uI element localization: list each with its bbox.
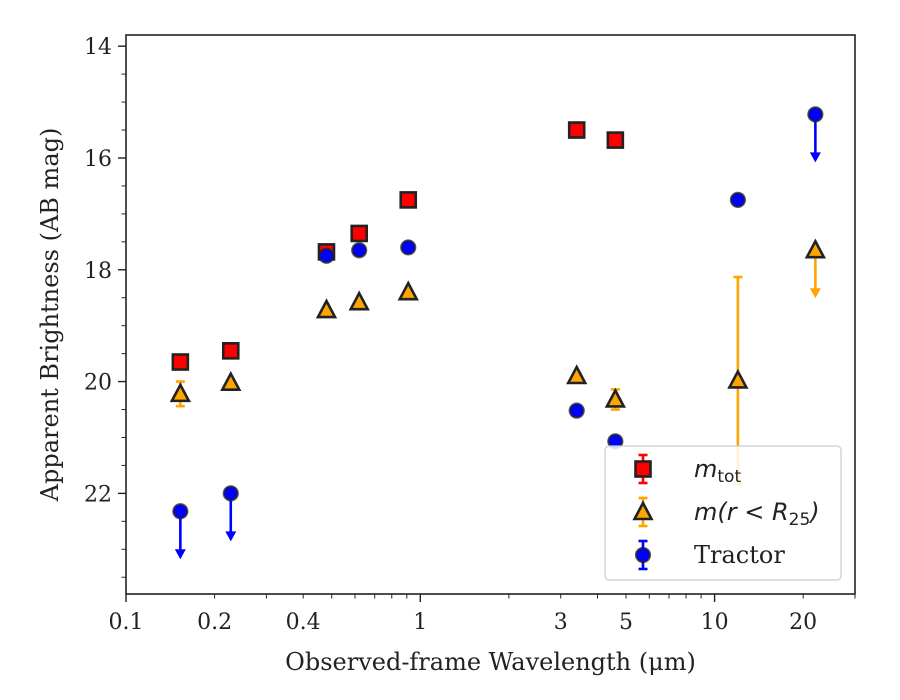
y-tick-label: 20 <box>84 371 112 396</box>
x-tick-label: 3 <box>554 610 568 635</box>
plot-frame <box>125 34 856 595</box>
tractor-point <box>351 242 368 259</box>
m-r-r25-point <box>566 364 588 385</box>
x-tick-label: 0.1 <box>109 610 144 635</box>
legend-box <box>604 445 842 581</box>
y-tick-label: 22 <box>84 482 112 507</box>
tractor-upper-limit-arrow-head <box>174 549 186 560</box>
legend-tractor-marker <box>634 546 652 564</box>
tractor-upper-limit-arrow-head <box>809 152 821 163</box>
x-tick-label: 20 <box>789 610 817 635</box>
tractor-point <box>318 247 335 264</box>
x-tick-label: 0.2 <box>197 610 232 635</box>
x-tick-label: 0.4 <box>286 610 321 635</box>
legend-m-tot-marker <box>634 460 652 478</box>
y-tick-label: 18 <box>84 259 112 284</box>
m-tot-point <box>606 131 625 149</box>
legend-m-r-r25-marker <box>632 500 654 521</box>
m-r-r25-upper-limit-arrow-head <box>809 288 821 299</box>
m-r-r25-point <box>315 298 338 319</box>
plot-axes: 0.1 0.2 0.4 1 3 5 10 20 14 16 18 20 22 Observed-frame… <box>36 34 856 676</box>
tractor-point <box>729 191 746 209</box>
x-tick-label: 10 <box>701 610 729 635</box>
y-axis-label: Apparent Brightness (AB mag) <box>36 128 64 503</box>
plot-marks <box>169 106 827 560</box>
legend: mtot m(r < R25) Tractor <box>604 445 842 581</box>
m-tot-point <box>221 342 240 360</box>
m-r-r25-point <box>169 382 192 403</box>
m-tot-point <box>567 121 586 139</box>
m-tot-point <box>399 191 418 209</box>
m-tot-point <box>171 353 190 371</box>
tractor-point <box>807 106 824 123</box>
x-axis-label: Observed-frame Wavelength (μm) <box>285 648 696 676</box>
x-tick-label: 5 <box>619 610 633 635</box>
legend-m-tot-label: mtot <box>694 455 741 487</box>
m-r-r25-point <box>727 368 749 389</box>
tractor-point <box>172 503 189 520</box>
tractor-point <box>222 485 239 502</box>
legend-tractor-label: Tractor <box>694 541 785 569</box>
m-tot-point <box>350 224 368 243</box>
x-tick-label: 1 <box>413 610 427 635</box>
m-r-r25-point <box>348 290 370 311</box>
y-tick-label: 16 <box>84 147 112 172</box>
m-r-r25-point <box>604 387 627 408</box>
tractor-point <box>568 402 585 419</box>
tractor-point <box>400 239 417 256</box>
m-r-r25-point <box>804 238 827 259</box>
y-tick-label: 14 <box>84 35 112 60</box>
m-r-r25-point <box>397 280 419 301</box>
m-r-r25-point <box>220 370 242 391</box>
legend-m-r-r25-label: m(r < R25) <box>694 498 820 530</box>
tractor-upper-limit-arrow-head <box>225 531 237 542</box>
